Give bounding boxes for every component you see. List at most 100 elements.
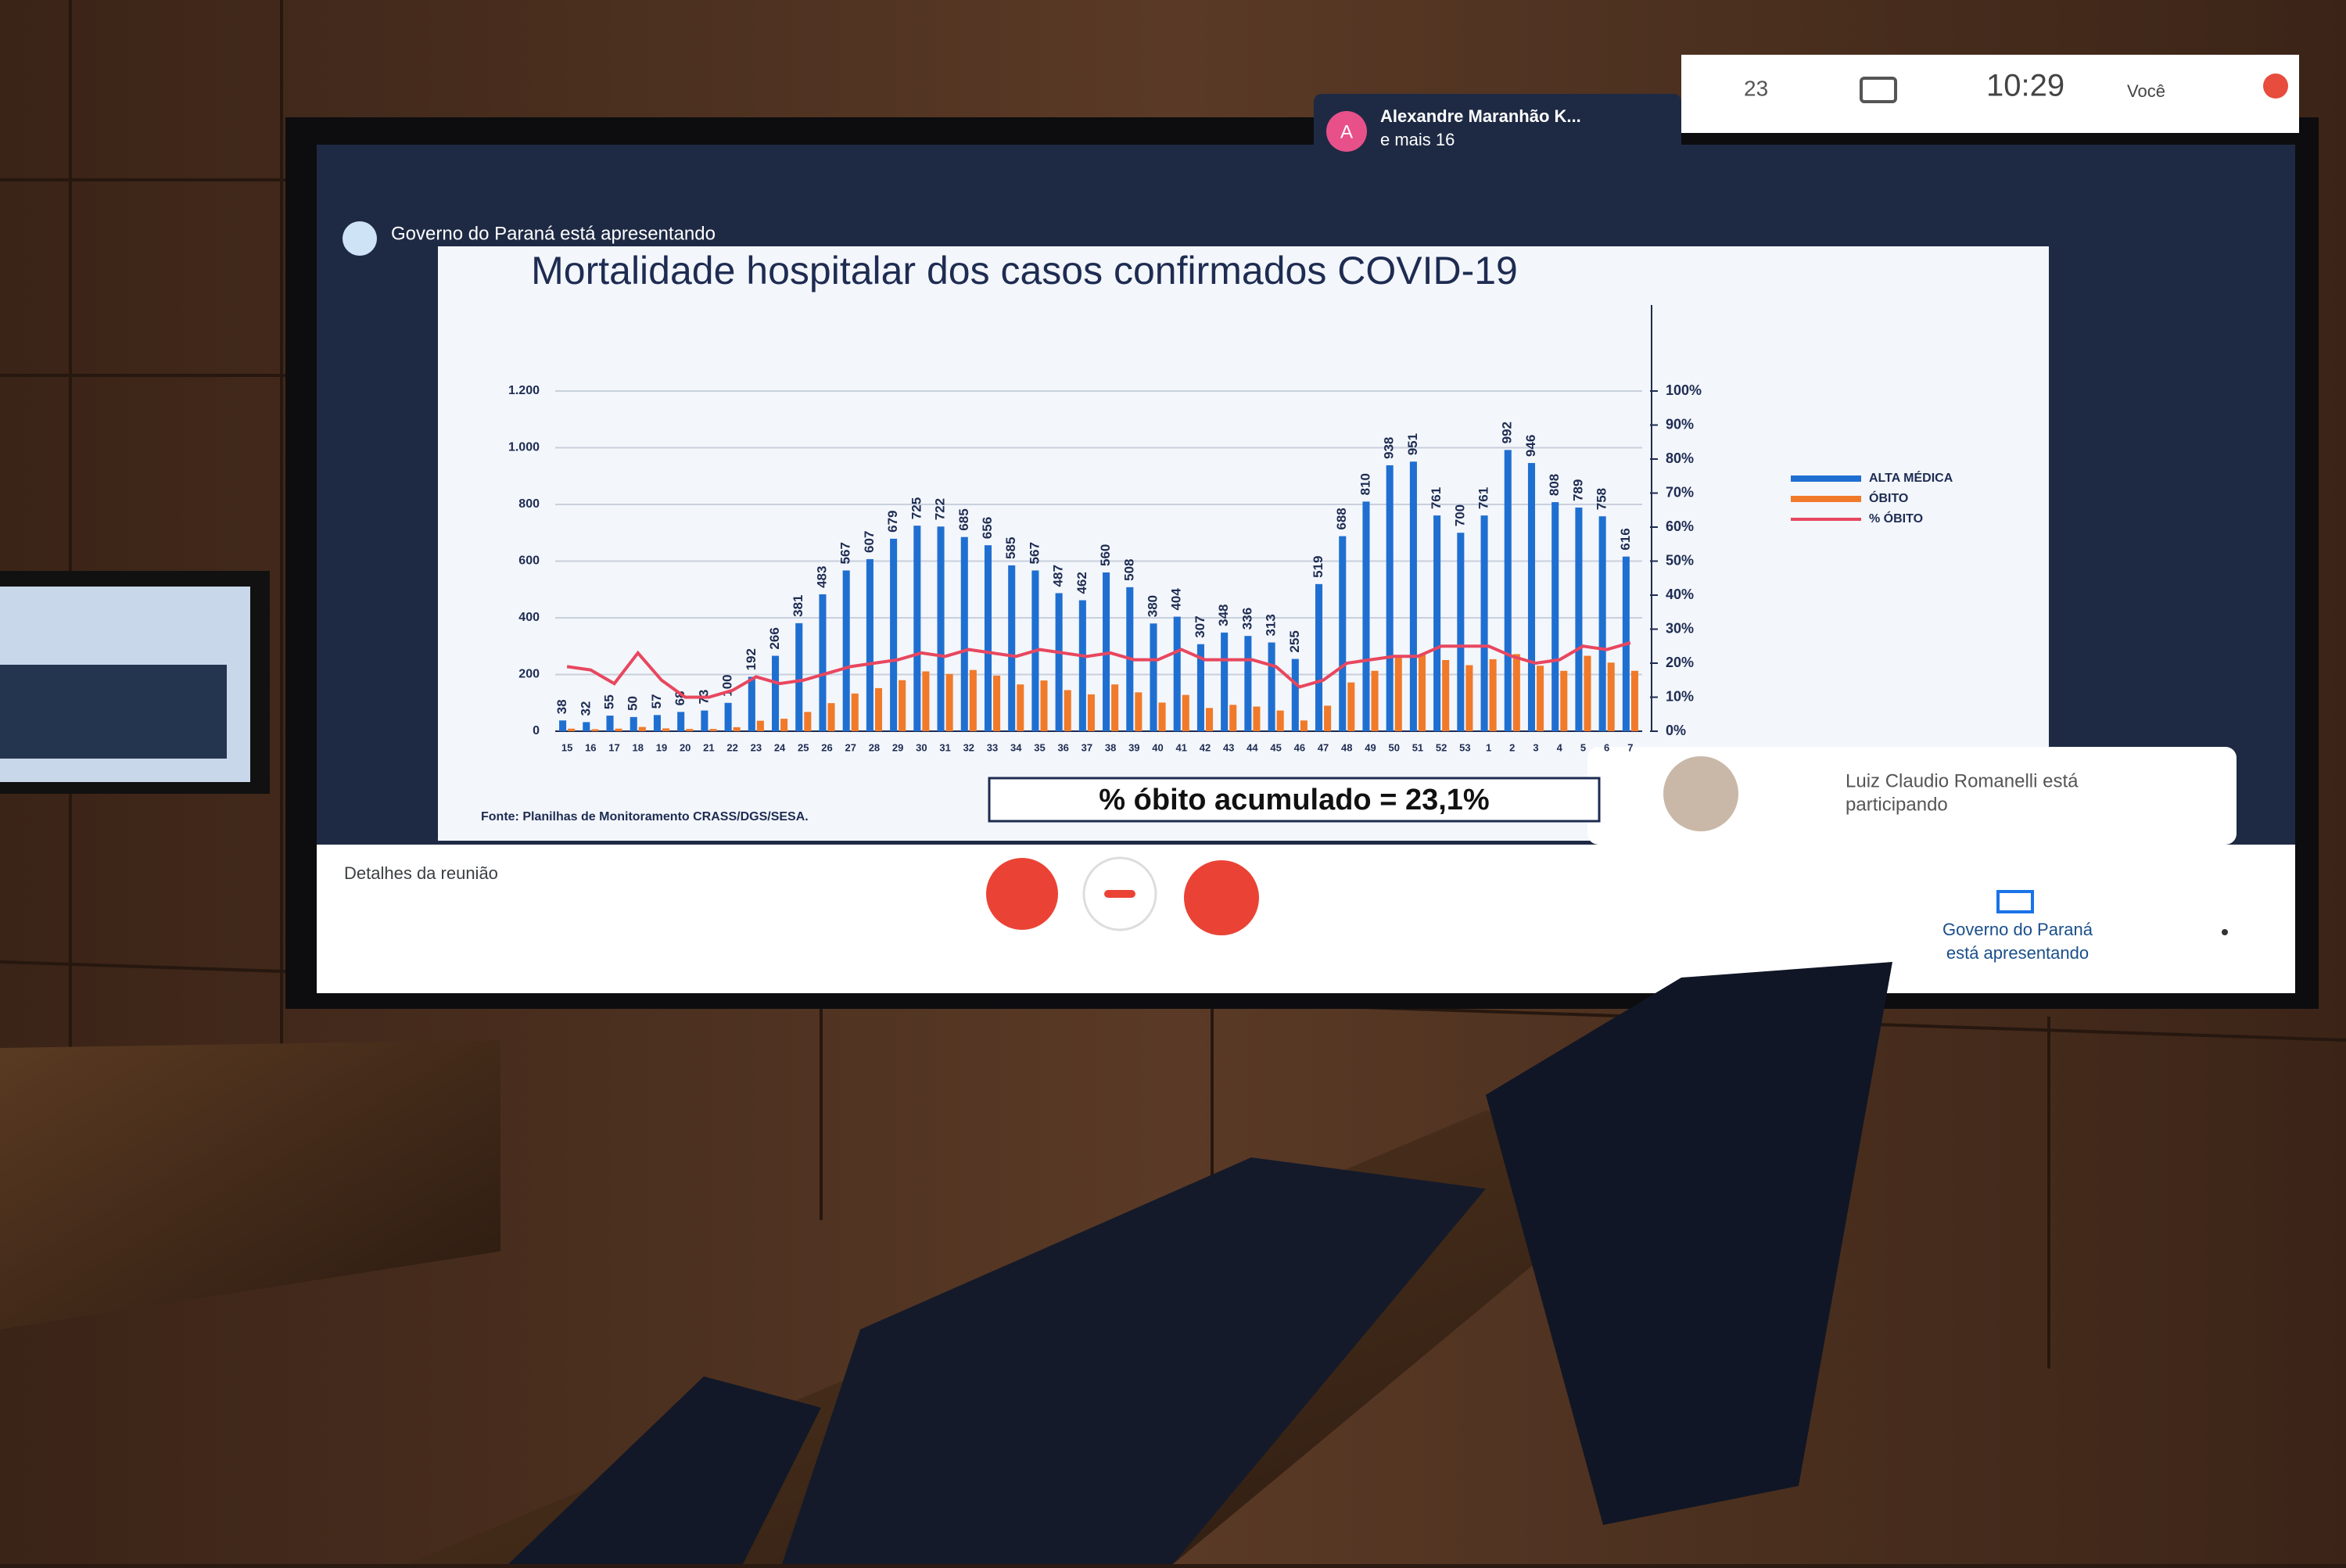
bar bbox=[890, 538, 898, 731]
value-label: 255 bbox=[1287, 630, 1302, 652]
bar bbox=[1457, 533, 1465, 731]
value-label: 725 bbox=[909, 497, 924, 519]
bar bbox=[1512, 654, 1520, 731]
presenting-line-1[interactable]: Governo do Paraná bbox=[1942, 920, 2093, 939]
value-label: 567 bbox=[838, 542, 853, 564]
bar bbox=[922, 671, 930, 731]
presenting-line-2[interactable]: está apresentando bbox=[1946, 943, 2089, 963]
bar bbox=[1103, 572, 1110, 731]
value-label: 32 bbox=[578, 701, 593, 716]
bar bbox=[827, 703, 835, 731]
bar bbox=[1017, 684, 1024, 731]
participant-name: Alexandre Maranhão K... bbox=[1380, 106, 1581, 126]
x-tick-label: 47 bbox=[1318, 741, 1329, 753]
y2-tick-label: 0% bbox=[1666, 723, 1686, 738]
x-tick-label: 21 bbox=[703, 741, 714, 753]
participant-count[interactable]: 23 bbox=[1744, 76, 1768, 100]
value-label: 585 bbox=[1003, 537, 1018, 559]
x-tick-label: 5 bbox=[1580, 741, 1586, 753]
present-icon bbox=[1996, 890, 2034, 913]
legend-label: ÓBITO bbox=[1869, 490, 1908, 505]
bar bbox=[1268, 642, 1275, 731]
bar bbox=[1253, 706, 1261, 731]
x-tick-label: 7 bbox=[1627, 741, 1633, 753]
side-table bbox=[0, 1040, 500, 1329]
bar bbox=[804, 712, 812, 731]
pct-line bbox=[566, 640, 1631, 699]
y2-tick-label: 80% bbox=[1666, 450, 1694, 466]
bar bbox=[724, 702, 732, 731]
y2-tick-label: 60% bbox=[1666, 518, 1694, 534]
bar bbox=[1480, 515, 1488, 731]
x-tick-label: 19 bbox=[656, 741, 667, 753]
legend-label: ALTA MÉDICA bbox=[1869, 470, 1953, 485]
bar bbox=[1173, 616, 1181, 731]
x-tick-label: 16 bbox=[585, 741, 596, 753]
bar bbox=[1560, 670, 1568, 731]
value-label: 761 bbox=[1476, 487, 1491, 509]
value-label: 992 bbox=[1500, 422, 1515, 443]
bar bbox=[1504, 450, 1512, 731]
source: Fonte: Planilhas de Monitoramento CRASS/… bbox=[481, 810, 809, 823]
bar bbox=[937, 526, 945, 731]
value-label: 519 bbox=[1311, 555, 1325, 577]
y-tick-label: 0 bbox=[533, 724, 540, 737]
camera-button[interactable] bbox=[1184, 860, 1259, 935]
x-tick-label: 15 bbox=[561, 741, 572, 753]
bar bbox=[899, 680, 906, 731]
value-label: 462 bbox=[1074, 572, 1089, 594]
meeting-details[interactable]: Detalhes da reunião bbox=[344, 863, 498, 883]
value-label: 266 bbox=[767, 627, 782, 649]
value-label: 57 bbox=[649, 694, 664, 709]
x-tick-label: 24 bbox=[774, 741, 786, 753]
value-label: 307 bbox=[1193, 615, 1207, 637]
more-menu[interactable] bbox=[2222, 929, 2228, 935]
bar bbox=[1386, 465, 1394, 731]
bar bbox=[1221, 632, 1229, 731]
bar bbox=[756, 720, 764, 731]
y2-tick-label: 40% bbox=[1666, 587, 1694, 602]
tile-line-1: Luiz Claudio Romanelli está bbox=[1846, 770, 2079, 791]
bar bbox=[583, 722, 590, 731]
bar bbox=[842, 570, 850, 731]
x-tick-label: 4 bbox=[1557, 741, 1563, 753]
x-tick-label: 52 bbox=[1436, 741, 1447, 753]
bar bbox=[1135, 692, 1143, 731]
value-label: 951 bbox=[1405, 433, 1420, 455]
bar bbox=[795, 623, 803, 731]
mic-button[interactable] bbox=[986, 858, 1058, 930]
plot: 0 200 400 600 800 1.000 1.200 0% 10% 20% 30% 40% 50%… bbox=[508, 305, 1953, 753]
bar bbox=[653, 715, 661, 731]
participant-tile bbox=[1587, 747, 2237, 845]
participant-pill bbox=[1314, 94, 1681, 164]
bar bbox=[662, 728, 670, 731]
chat-icon[interactable] bbox=[1860, 77, 1897, 103]
bar bbox=[606, 716, 614, 731]
y-tick-label: 800 bbox=[518, 497, 540, 511]
y2-tick-label: 30% bbox=[1666, 620, 1694, 636]
bar bbox=[851, 693, 859, 731]
bar bbox=[1150, 623, 1157, 731]
participant-more: e mais 16 bbox=[1380, 130, 1455, 149]
x-tick-label: 39 bbox=[1128, 741, 1139, 753]
value-label: 722 bbox=[933, 498, 948, 520]
legend-label: % ÓBITO bbox=[1869, 511, 1923, 526]
value-label: 560 bbox=[1098, 544, 1113, 566]
value-label: 761 bbox=[1429, 487, 1444, 509]
x-tick-label: 17 bbox=[608, 741, 619, 753]
bar bbox=[1196, 644, 1204, 731]
annotation: % óbito acumulado = 23,1% bbox=[1099, 784, 1489, 816]
value-label: 688 bbox=[1334, 508, 1349, 529]
value-label: 938 bbox=[1382, 437, 1397, 459]
bar bbox=[630, 716, 637, 731]
bar bbox=[1008, 565, 1016, 731]
value-label: 38 bbox=[554, 699, 569, 714]
bar bbox=[709, 729, 717, 731]
x-tick-label: 6 bbox=[1604, 741, 1609, 753]
participant-photo bbox=[1663, 756, 1738, 831]
bar bbox=[686, 729, 694, 731]
bar bbox=[733, 727, 741, 731]
x-tick-label: 40 bbox=[1152, 741, 1163, 753]
